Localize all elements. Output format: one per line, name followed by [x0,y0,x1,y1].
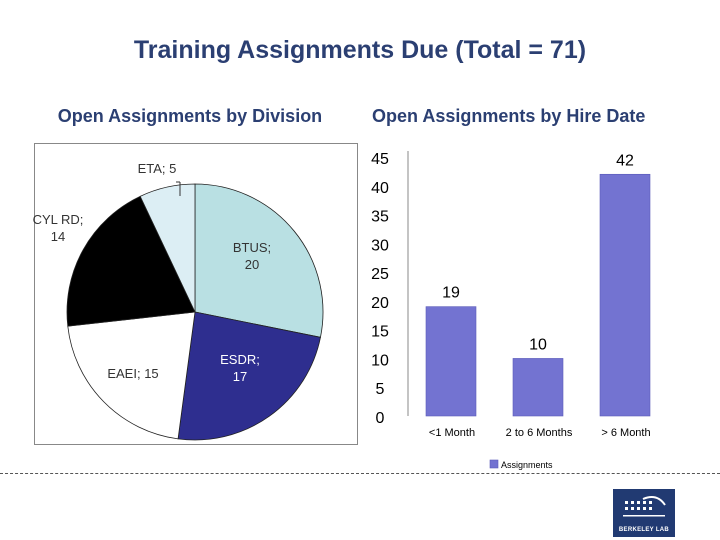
bar [599,173,651,417]
bar-y-tick-label: 45 [371,151,389,168]
pie-slice-eaei [67,311,196,440]
berkeley-lab-logo: BERKELEY LAB [613,489,675,537]
bar-data-label: 10 [529,336,547,353]
footer-divider [0,473,720,474]
bar-x-tick-label: > 6 Month [601,427,650,439]
bar-y-tick-label: 5 [376,381,385,398]
bar-y-tick-label: 10 [371,352,389,369]
bar-y-tick-label: 35 [371,209,389,226]
bar-y-tick-label: 15 [371,324,389,341]
pie-label-cyl-rd: CYL RD; 14 [33,212,84,244]
bar-y-tick-label: 0 [376,410,385,427]
bar-data-label: 42 [616,152,634,169]
pie-label-eaei: EAEI; 15 [107,366,158,381]
pie-label-btus: BTUS; 20 [233,240,271,272]
bar-chart-title: Open Assignments by Hire Date [372,106,646,126]
page-title: Training Assignments Due (Total = 71) [133,36,587,64]
pie-slice-btus [194,183,324,338]
logo-text: BERKELEY LAB [618,527,670,533]
bar [425,306,477,417]
bar-x-tick-label: 2 to 6 Months [506,427,573,439]
pie-label-eta: ETA; 5 [138,161,177,176]
pie-slice-esdr [177,311,321,441]
bar-y-tick-label: 40 [371,180,389,197]
pie-slice-eta [139,183,196,313]
bar-y-tick-label: 30 [371,237,389,254]
legend-swatch [489,459,499,469]
legend-label: Assignments [501,460,553,470]
bar-x-tick-label: <1 Month [429,427,475,439]
pie-slice-cyl-rd [66,195,196,327]
pie-label-esdr: ESDR; 17 [220,352,260,384]
bar-y-tick-label: 25 [371,266,389,283]
pie-chart-title: Open Assignments by Division [57,106,323,126]
bar-data-label: 19 [442,285,460,302]
berkeley-lab-logo-icon [623,496,666,517]
bar [512,358,564,417]
bar-y-tick-label: 20 [371,295,389,312]
